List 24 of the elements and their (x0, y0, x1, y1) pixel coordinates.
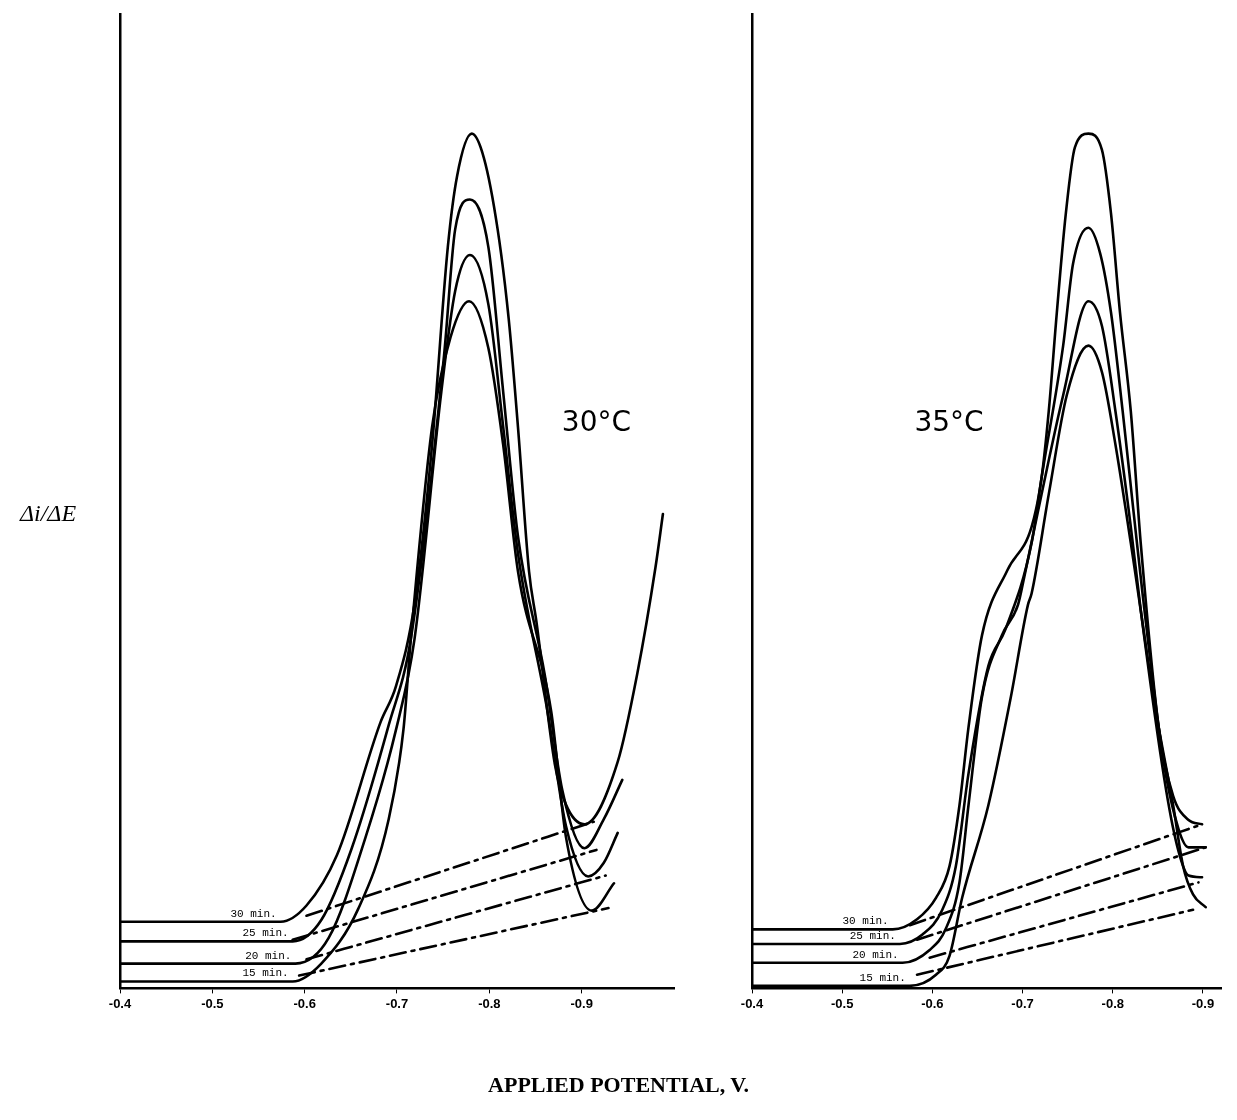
series-label: 20 min. (245, 949, 292, 962)
y-axis-title: Δi/ΔE (18, 500, 78, 527)
x-tick-label: -0.4 (108, 995, 132, 1011)
x-tick-label: -0.5 (830, 995, 854, 1011)
x-tick-label: -0.9 (570, 995, 593, 1011)
series-label: 25 min. (849, 929, 896, 942)
annotation: 30°C (561, 404, 632, 438)
series-label: 25 min. (242, 927, 289, 940)
series-label: 15 min. (859, 971, 906, 984)
x-tick-label: -0.6 (293, 995, 316, 1011)
series-label: 15 min. (242, 967, 289, 980)
x-tick-label: -0.9 (1191, 995, 1215, 1011)
series-label: 30 min. (230, 907, 277, 920)
series-label: 20 min. (852, 948, 899, 961)
x-tick-label: -0.5 (201, 995, 224, 1011)
x-axis-title: APPLIED POTENTIAL, V. (487, 1072, 750, 1098)
x-tick-label: -0.7 (385, 995, 409, 1011)
x-tick-label: -0.7 (1011, 995, 1034, 1011)
x-tick-label: -0.6 (921, 995, 944, 1011)
x-tick-label: -0.4 (740, 995, 764, 1011)
x-tick-label: -0.8 (478, 995, 501, 1011)
x-tick-label: -0.8 (1101, 995, 1124, 1011)
series-label: 30 min. (842, 915, 889, 928)
annotation: 35°C (914, 404, 984, 438)
